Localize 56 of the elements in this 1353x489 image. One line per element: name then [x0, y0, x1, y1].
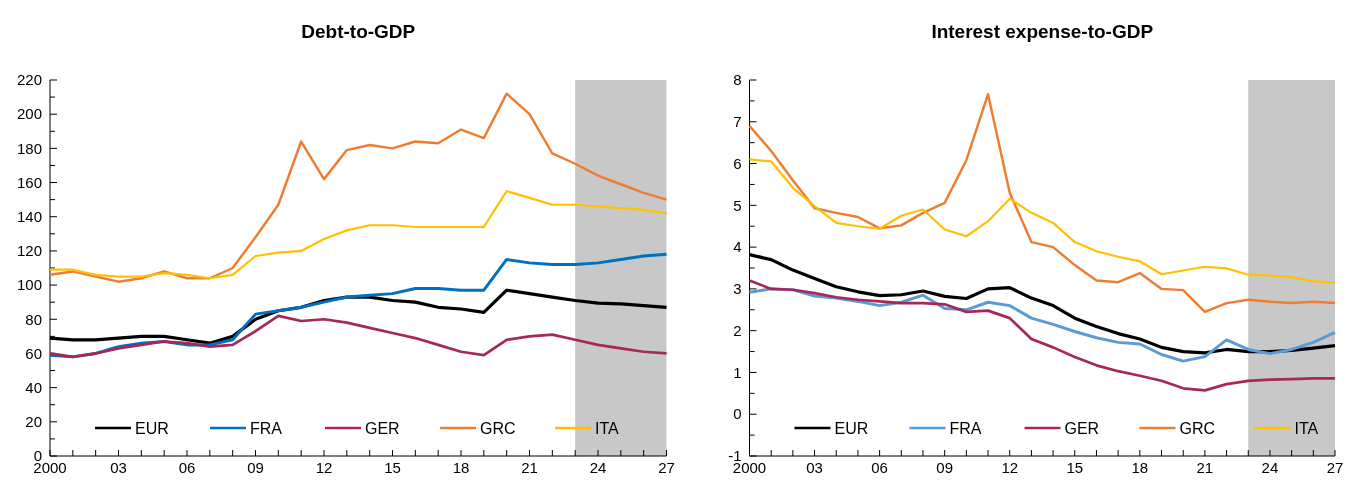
- x-tick-label: 03: [806, 459, 823, 476]
- y-tick-label: 40: [25, 378, 42, 396]
- x-tick-label: 27: [658, 459, 675, 476]
- line-series: [748, 92, 1337, 314]
- x-tick-label: 21: [521, 459, 538, 476]
- legend-label: GER: [1064, 419, 1100, 437]
- legend-label: FRA: [949, 419, 982, 437]
- legend-label: GER: [365, 419, 400, 437]
- y-tick-label: 7: [733, 113, 742, 131]
- y-tick-label: 1: [733, 363, 742, 381]
- x-tick-label: 18: [452, 459, 470, 476]
- x-tick-label: 27: [1326, 459, 1344, 476]
- y-tick-label: 5: [733, 196, 742, 214]
- chart-title: Interest expense-to-GDP: [931, 21, 1154, 42]
- line-series: [748, 279, 1337, 392]
- y-tick-label: 2: [733, 321, 742, 339]
- line-series: [48, 189, 668, 280]
- legend-label: EUR: [135, 419, 169, 437]
- x-tick-label: 18: [1131, 459, 1149, 476]
- legend-label: ITA: [595, 419, 620, 437]
- legend-label: ITA: [1294, 419, 1319, 437]
- line-series: [48, 92, 668, 283]
- y-tick-label: 180: [16, 139, 42, 157]
- y-tick-label: 0: [733, 405, 742, 423]
- x-tick-label: 12: [1001, 459, 1019, 476]
- legend-label: FRA: [250, 419, 283, 437]
- y-tick-label: 200: [16, 105, 42, 123]
- legend-label: GRC: [1179, 419, 1216, 437]
- y-tick-label: 80: [25, 310, 42, 328]
- x-tick-label: 24: [589, 459, 607, 476]
- x-tick-label: 24: [1261, 459, 1279, 476]
- x-tick-label: 03: [110, 459, 127, 476]
- y-tick-label: 100: [16, 276, 42, 294]
- y-tick-label: 120: [16, 242, 42, 260]
- x-tick-label: 15: [384, 459, 401, 476]
- x-tick-label: 09: [247, 459, 264, 476]
- y-tick-label: 20: [25, 413, 42, 431]
- chart-title: Debt-to-GDP: [301, 21, 416, 42]
- y-tick-label: 3: [733, 280, 742, 298]
- y-tick-label: 8: [733, 71, 742, 89]
- x-tick-label: 12: [315, 459, 333, 476]
- x-tick-label: 15: [1066, 459, 1084, 476]
- y-tick-label: 140: [16, 207, 42, 225]
- x-tick-label: 06: [871, 459, 888, 476]
- y-tick-label: 60: [25, 344, 42, 362]
- y-tick-label: 160: [16, 173, 42, 191]
- y-tick-label: 4: [733, 238, 742, 256]
- x-tick-label: 21: [1196, 459, 1214, 476]
- y-tick-label: 220: [16, 71, 42, 89]
- x-tick-label: 09: [936, 459, 954, 476]
- legend-label: EUR: [834, 419, 869, 437]
- line-series: [48, 314, 668, 359]
- legend-label: GRC: [480, 419, 516, 437]
- line-series: [748, 158, 1337, 284]
- x-tick-label: 06: [178, 459, 196, 476]
- y-tick-label: 6: [733, 154, 742, 172]
